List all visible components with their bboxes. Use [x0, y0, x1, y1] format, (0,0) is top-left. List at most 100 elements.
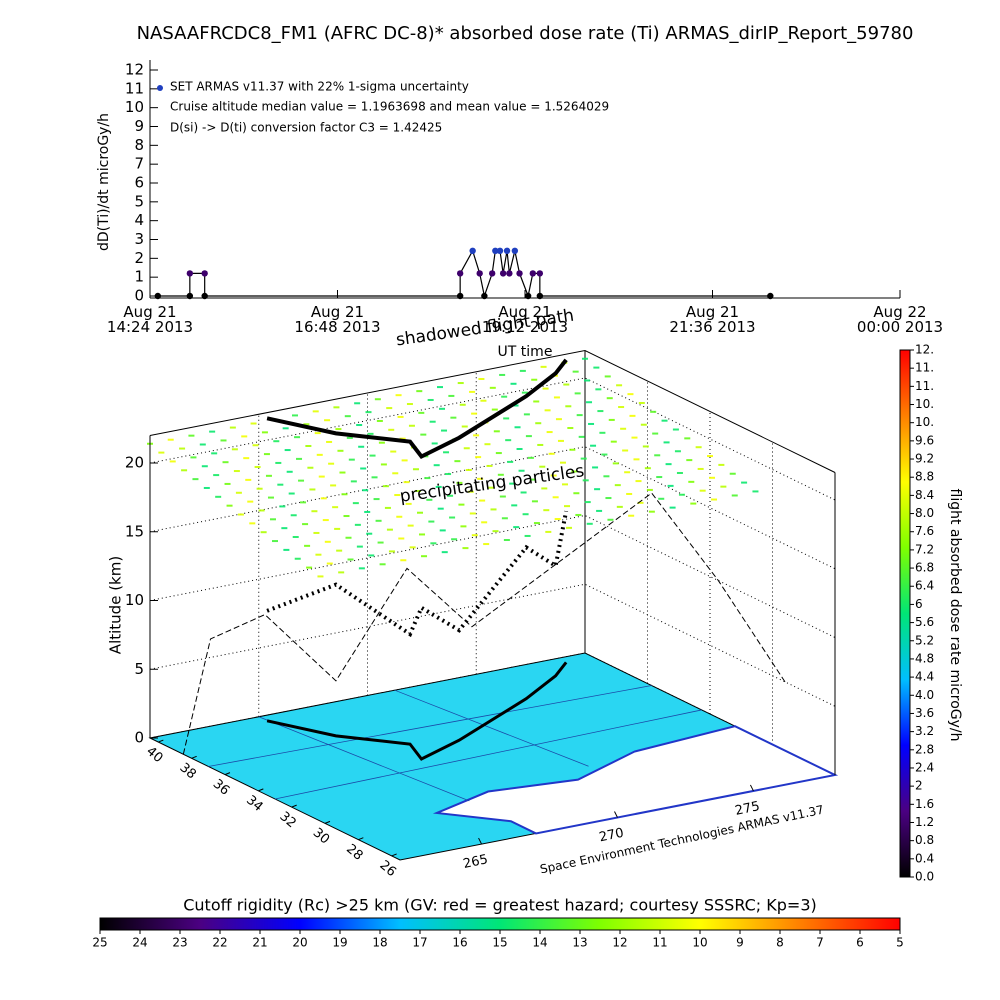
particle	[456, 481, 463, 484]
particle	[222, 461, 229, 464]
particle	[348, 458, 355, 461]
particle	[553, 396, 560, 399]
particle	[311, 510, 318, 513]
particle	[678, 493, 685, 496]
particle	[697, 467, 704, 470]
particle	[320, 497, 327, 500]
particle	[599, 431, 606, 434]
particle	[405, 502, 412, 505]
particle	[612, 462, 619, 465]
particle	[608, 418, 615, 421]
colorbar-tick-label: 4.4	[915, 670, 934, 684]
colorbar-tick-label: 2.8	[915, 742, 934, 756]
x-tick	[478, 837, 483, 845]
particle	[406, 403, 413, 406]
particle	[606, 397, 613, 400]
particle	[326, 440, 333, 443]
particle	[279, 505, 286, 508]
particle	[254, 465, 261, 468]
data-point	[511, 247, 519, 254]
particle	[471, 534, 478, 537]
colorbar-tick-label: 5.6	[915, 615, 934, 629]
particle	[501, 395, 508, 398]
particle	[631, 436, 638, 439]
particle	[316, 453, 323, 456]
x-tick-label: Aug 21 19:12 2013	[481, 303, 569, 336]
particle	[241, 435, 248, 438]
particle	[261, 431, 268, 434]
data-point	[456, 292, 464, 300]
particle	[567, 427, 574, 430]
particle	[707, 455, 713, 458]
colorbar-tick-label: 19	[332, 936, 347, 950]
particle	[582, 479, 589, 482]
particle	[324, 540, 331, 543]
data-point	[496, 247, 504, 254]
particle	[292, 414, 298, 417]
particle	[718, 463, 725, 466]
y-tick-label: 0	[134, 287, 144, 305]
colorbar-tick-label: 11.	[915, 361, 934, 375]
particle	[519, 369, 526, 372]
particle	[601, 453, 608, 456]
data-point	[201, 270, 208, 277]
particle	[392, 472, 399, 475]
colorbar-tick-label: 25	[92, 936, 107, 950]
particle	[514, 426, 521, 429]
particle	[421, 555, 428, 558]
colorbar-tick-label: 6.8	[915, 561, 934, 575]
particle	[237, 513, 244, 516]
particle	[503, 539, 510, 542]
x-tick-label: 275	[734, 799, 761, 819]
particle	[324, 419, 331, 422]
particle	[595, 388, 602, 391]
data-point	[492, 247, 499, 254]
particle	[298, 479, 305, 482]
particle	[445, 473, 452, 476]
map-border	[274, 709, 702, 800]
particle	[594, 488, 601, 491]
particle	[350, 480, 357, 483]
particle	[233, 470, 240, 473]
colorbar	[99, 917, 901, 931]
colorbar-tick-label: 8.0	[915, 506, 934, 520]
particle	[661, 419, 668, 422]
particle	[695, 446, 702, 449]
z-tick-label: 10	[125, 591, 144, 609]
particle	[604, 375, 611, 378]
data-point	[499, 270, 507, 277]
particle	[610, 440, 617, 443]
colorbar-tick-label: 21	[252, 936, 267, 950]
map-border	[258, 716, 470, 802]
particle	[473, 434, 480, 437]
colorbar-tick-label: 1.6	[915, 797, 934, 811]
map-border	[208, 685, 652, 767]
particle	[616, 505, 623, 508]
particle	[462, 547, 469, 550]
y-tick-label: 10	[125, 98, 144, 116]
particle	[543, 509, 550, 512]
particle	[492, 530, 499, 533]
particle	[213, 474, 220, 477]
flight-path-floor	[266, 661, 568, 761]
particle	[646, 488, 653, 491]
colorbar-tick-label: 17	[412, 936, 427, 950]
y-tick-label: 40	[143, 744, 165, 766]
data-point	[536, 270, 544, 277]
particle	[345, 536, 352, 539]
wall-grid	[149, 583, 836, 707]
particle	[375, 519, 382, 522]
particle	[339, 471, 346, 474]
y-tick-label: 6	[134, 174, 144, 192]
particle	[525, 435, 532, 438]
data-point	[469, 247, 476, 254]
particle	[283, 548, 290, 551]
particle	[709, 476, 716, 479]
particle	[458, 503, 465, 506]
data-point	[503, 247, 511, 254]
particle	[306, 566, 313, 569]
colorbar-tick-label: 15	[492, 936, 507, 950]
particle	[624, 471, 631, 474]
y-tick	[324, 820, 331, 824]
